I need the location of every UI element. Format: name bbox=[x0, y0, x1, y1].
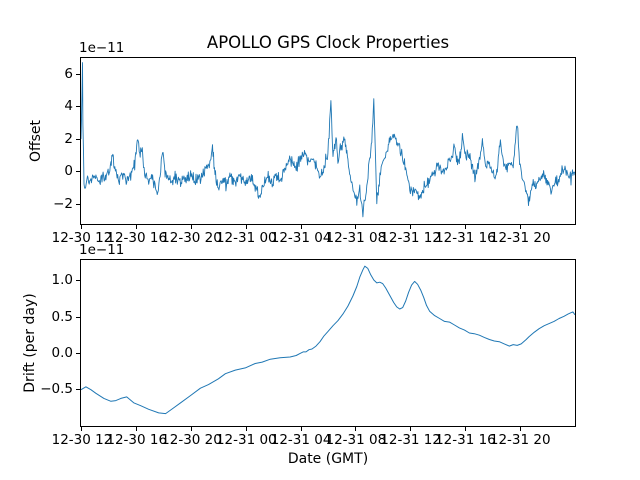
y-tick-label: 0.0 bbox=[51, 344, 73, 361]
x-tick bbox=[300, 225, 302, 229]
x-tick-label: 12-31 08 bbox=[325, 432, 387, 448]
y-tick-label: 4 bbox=[64, 98, 73, 115]
y-tick bbox=[76, 171, 80, 173]
x-tick-label: 12-30 16 bbox=[106, 230, 168, 246]
drift-plot-axes: 12-30 12 12-30 16 12-30 20 12-31 00 12-31 04… bbox=[40, 259, 576, 447]
y-tick bbox=[76, 106, 80, 108]
x-tick bbox=[410, 427, 412, 431]
x-tick bbox=[519, 427, 521, 431]
x-tick-label: 12-31 00 bbox=[215, 230, 277, 246]
x-tick-label: 12-30 16 bbox=[106, 432, 168, 448]
x-tick-label: 12-31 08 bbox=[325, 230, 387, 246]
drift-axis-exponent-label: 1e−11 bbox=[79, 242, 125, 258]
y-tick-label: 0 bbox=[64, 163, 73, 180]
x-tick-label: 12-31 16 bbox=[435, 432, 496, 448]
x-tick-label: 12-31 12 bbox=[380, 432, 441, 448]
drift-y-axis-label: Drift (per day) bbox=[22, 293, 38, 393]
x-tick bbox=[410, 225, 412, 229]
x-tick-label: 12-31 04 bbox=[270, 230, 332, 246]
y-tick bbox=[76, 73, 80, 75]
y-tick-label: 2 bbox=[64, 130, 73, 147]
y-tick bbox=[76, 138, 80, 140]
y-tick-label: −0.5 bbox=[40, 381, 73, 398]
x-axis-label: Date (GMT) bbox=[287, 451, 369, 467]
x-tick-label: 12-30 12 bbox=[51, 230, 113, 246]
x-tick-label: 12-31 16 bbox=[435, 230, 496, 246]
x-tick bbox=[464, 427, 466, 431]
x-tick bbox=[136, 225, 138, 229]
x-tick-label: 12-31 20 bbox=[489, 230, 551, 246]
y-tick bbox=[76, 203, 80, 205]
x-tick-label: 12-31 20 bbox=[489, 432, 551, 448]
y-tick-label: −2 bbox=[53, 195, 73, 212]
x-tick bbox=[464, 225, 466, 229]
x-tick-label: 12-31 00 bbox=[215, 432, 277, 448]
x-tick bbox=[191, 427, 193, 431]
y-tick-label: 6 bbox=[64, 65, 73, 82]
y-tick-label: 1.0 bbox=[51, 272, 73, 289]
x-tick bbox=[81, 427, 83, 431]
x-tick-label: 12-30 20 bbox=[161, 432, 222, 448]
offset-plot-area bbox=[81, 62, 575, 218]
drift-plot-area bbox=[81, 265, 575, 415]
y-tick bbox=[76, 316, 80, 318]
x-tick bbox=[81, 225, 83, 229]
x-tick-label: 12-30 20 bbox=[161, 230, 222, 246]
y-tick bbox=[76, 280, 80, 282]
offset-plot-axes: 12-30 12 12-30 16 12-30 20 12-31 00 12-31 04… bbox=[52, 57, 576, 245]
chart-title: APOLLO GPS Clock Properties bbox=[206, 33, 450, 52]
x-tick bbox=[519, 225, 521, 229]
y-tick-label: 0.5 bbox=[51, 308, 73, 325]
offset-axis-exponent-label: 1e−11 bbox=[79, 40, 125, 56]
offset-series-line bbox=[81, 62, 575, 218]
y-tick bbox=[76, 389, 80, 391]
x-tick bbox=[191, 225, 193, 229]
x-tick bbox=[355, 427, 357, 431]
x-tick bbox=[300, 427, 302, 431]
x-tick bbox=[245, 225, 247, 229]
x-tick-label: 12-31 12 bbox=[380, 230, 441, 246]
drift-series-line bbox=[81, 265, 575, 415]
x-tick bbox=[245, 427, 247, 431]
y-tick bbox=[76, 352, 80, 354]
x-tick bbox=[355, 225, 357, 229]
x-tick-label: 12-30 12 bbox=[51, 432, 113, 448]
x-tick-label: 12-31 04 bbox=[270, 432, 332, 448]
x-tick bbox=[136, 427, 138, 431]
